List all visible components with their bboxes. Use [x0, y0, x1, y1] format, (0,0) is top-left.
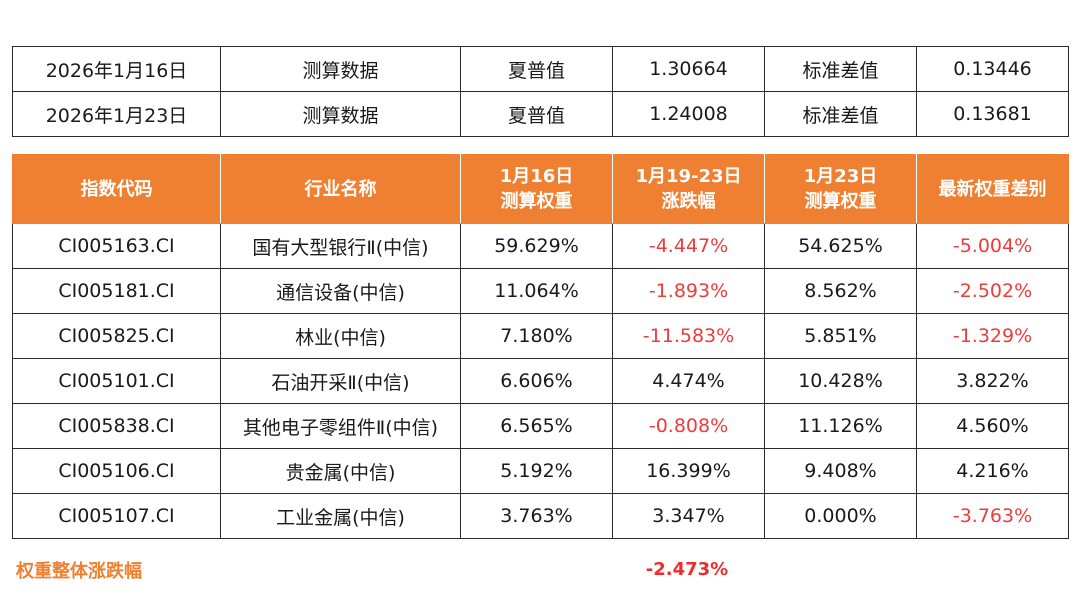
header-change: 1月19-23日 涨跌幅 — [612, 154, 765, 224]
summary-row: 2026年1月16日 测算数据 夏普值 1.30664 标准差值 0.13446 — [12, 46, 1069, 92]
cell-code: CI005106.CI — [12, 448, 221, 494]
cell-weight-0123: 9.408% — [764, 448, 917, 494]
weights-table: 指数代码 行业名称 1月16日测算权重 1月19-23日 涨跌幅 1月23日测算权… — [12, 154, 1069, 539]
summary-type: 测算数据 — [220, 91, 461, 137]
summary-table: 2026年1月16日 测算数据 夏普值 1.30664 标准差值 0.13446… — [12, 46, 1069, 137]
overall-change-value: -2.473% — [645, 559, 729, 580]
cell-diff: -5.004% — [916, 223, 1069, 269]
cell-code: CI005181.CI — [12, 268, 221, 314]
cell-name: 通信设备(中信) — [220, 268, 461, 314]
cell-change: -11.583% — [612, 313, 765, 359]
std-label: 标准差值 — [764, 46, 917, 92]
table-row: CI005163.CI 国有大型银行Ⅱ(中信) 59.629% -4.447% … — [12, 223, 1069, 269]
header-line2: 测算权重 — [500, 191, 573, 212]
std-label: 标准差值 — [764, 91, 917, 137]
summary-row: 2026年1月23日 测算数据 夏普值 1.24008 标准差值 0.13681 — [12, 91, 1069, 137]
header-line1: 行业名称 — [304, 178, 377, 200]
cell-code: CI005101.CI — [12, 358, 221, 404]
cell-diff: 4.216% — [916, 448, 1069, 494]
cell-change: -1.893% — [612, 268, 765, 314]
cell-name: 石油开采Ⅱ(中信) — [220, 358, 461, 404]
cell-weight-0116: 7.180% — [460, 313, 613, 359]
cell-weight-0123: 54.625% — [764, 223, 917, 269]
cell-weight-0123: 8.562% — [764, 268, 917, 314]
cell-diff: -3.763% — [916, 493, 1069, 539]
table-row: CI005106.CI 贵金属(中信) 5.192% 16.399% 9.408… — [12, 448, 1069, 494]
cell-name: 工业金属(中信) — [220, 493, 461, 539]
table-row: CI005101.CI 石油开采Ⅱ(中信) 6.606% 4.474% 10.4… — [12, 358, 1069, 404]
header-industry-name: 行业名称 — [220, 154, 461, 224]
std-value: 0.13446 — [916, 46, 1069, 92]
cell-name: 贵金属(中信) — [220, 448, 461, 494]
table-row: CI005107.CI 工业金属(中信) 3.763% 3.347% 0.000… — [12, 493, 1069, 539]
cell-diff: -2.502% — [916, 268, 1069, 314]
header-index-code: 指数代码 — [12, 154, 221, 224]
cell-weight-0116: 3.763% — [460, 493, 613, 539]
header-line1: 1月16日 — [499, 166, 574, 187]
header-line1: 1月23日 — [803, 166, 878, 187]
cell-name: 其他电子零组件Ⅱ(中信) — [220, 403, 461, 449]
cell-change: -4.447% — [612, 223, 765, 269]
cell-weight-0116: 5.192% — [460, 448, 613, 494]
cell-diff: 3.822% — [916, 358, 1069, 404]
cell-code: CI005825.CI — [12, 313, 221, 359]
header-line2: 测算权重 — [804, 191, 877, 212]
sharpe-value: 1.30664 — [612, 46, 765, 92]
overall-change-label: 权重整体涨跌幅 — [16, 561, 142, 582]
cell-weight-0116: 6.606% — [460, 358, 613, 404]
cell-weight-0123: 5.851% — [764, 313, 917, 359]
table-row: CI005838.CI 其他电子零组件Ⅱ(中信) 6.565% -0.808% … — [12, 403, 1069, 449]
header-weight-diff: 最新权重差别 — [916, 154, 1069, 224]
cell-change: 3.347% — [612, 493, 765, 539]
summary-date: 2026年1月16日 — [12, 46, 221, 92]
summary-date: 2026年1月23日 — [12, 91, 221, 137]
cell-diff: -1.329% — [916, 313, 1069, 359]
table-row: CI005181.CI 通信设备(中信) 11.064% -1.893% 8.5… — [12, 268, 1069, 314]
cell-weight-0123: 10.428% — [764, 358, 917, 404]
cell-weight-0123: 0.000% — [764, 493, 917, 539]
cell-code: CI005163.CI — [12, 223, 221, 269]
cell-change: 4.474% — [612, 358, 765, 404]
table-row: CI005825.CI 林业(中信) 7.180% -11.583% 5.851… — [12, 313, 1069, 359]
header-line2: 涨跌幅 — [661, 191, 716, 212]
cell-weight-0116: 11.064% — [460, 268, 613, 314]
cell-code: CI005838.CI — [12, 403, 221, 449]
header-weight-0116: 1月16日测算权重 — [460, 154, 613, 224]
cell-weight-0116: 6.565% — [460, 403, 613, 449]
cell-name: 林业(中信) — [220, 313, 461, 359]
std-value: 0.13681 — [916, 91, 1069, 137]
cell-change: 16.399% — [612, 448, 765, 494]
cell-diff: 4.560% — [916, 403, 1069, 449]
table-header-row: 指数代码 行业名称 1月16日测算权重 1月19-23日 涨跌幅 1月23日测算权… — [12, 154, 1069, 224]
sharpe-label: 夏普值 — [460, 91, 613, 137]
cell-code: CI005107.CI — [12, 493, 221, 539]
summary-type: 测算数据 — [220, 46, 461, 92]
cell-name: 国有大型银行Ⅱ(中信) — [220, 223, 461, 269]
header-line1: 指数代码 — [80, 178, 153, 200]
header-weight-0123: 1月23日测算权重 — [764, 154, 917, 224]
cell-change: -0.808% — [612, 403, 765, 449]
cell-weight-0116: 59.629% — [460, 223, 613, 269]
header-line1: 最新权重差别 — [938, 178, 1047, 200]
sharpe-label: 夏普值 — [460, 46, 613, 92]
header-line1: 1月19-23日 — [635, 166, 742, 187]
sharpe-value: 1.24008 — [612, 91, 765, 137]
cell-weight-0123: 11.126% — [764, 403, 917, 449]
